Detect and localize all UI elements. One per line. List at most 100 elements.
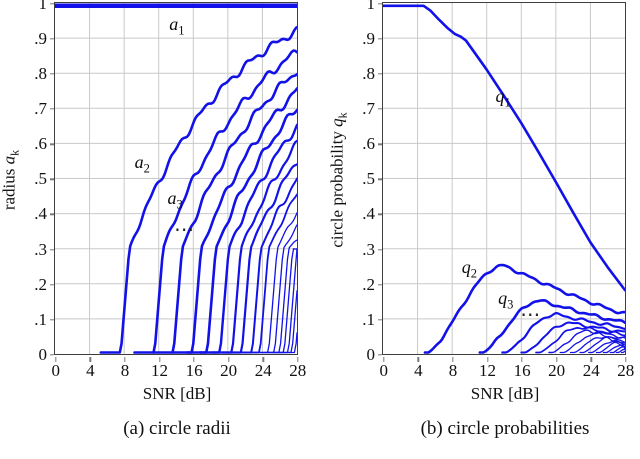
curve-a18 <box>274 332 297 354</box>
y-tick-label: .7 <box>34 99 47 119</box>
y-tick-label: .7 <box>362 99 375 119</box>
y-tick-mark <box>377 143 382 145</box>
curve-q16 <box>620 350 625 354</box>
x-tick-label: 12 <box>479 361 496 380</box>
curve-q15 <box>615 348 625 354</box>
y-axis-ticks-b: 1 .9 .8 .7 .6 .5 .4 .3 .2 .1 0 <box>349 0 382 364</box>
x-axis-ticks-b: 0 4 8 12 16 20 24 28 <box>380 357 634 384</box>
subplot-a: radius ak 1 .9 .8 .7 .6 .5 .4 .3 .2 .1 0 a1 a2 a3 ⋯ 0… <box>0 0 306 440</box>
y-tick-mark <box>377 318 382 321</box>
x-tick-mark <box>521 357 523 362</box>
x-tick-label: 28 <box>289 361 307 380</box>
curve-q8 <box>559 331 625 354</box>
curve-q5 <box>520 321 625 354</box>
y-tick-label: .5 <box>362 169 375 189</box>
y-tick-label: .8 <box>362 64 375 83</box>
y-tick-label: 1 <box>38 0 48 13</box>
x-tick-label: 16 <box>513 361 531 380</box>
curve-q6 <box>535 326 625 354</box>
x-tick-mark <box>55 357 57 362</box>
y-tick-mark <box>49 248 54 251</box>
x-tick-mark <box>555 357 558 362</box>
curve-q4 <box>501 312 625 354</box>
x-tick-label: 4 <box>86 361 95 380</box>
x-tick-label: 24 <box>582 361 600 380</box>
curve-q9 <box>569 336 625 354</box>
x-tick-mark <box>297 357 299 362</box>
y-tick-mark <box>49 178 54 180</box>
x-tick-label: 20 <box>220 361 238 380</box>
y-tick-label: .5 <box>34 169 47 189</box>
y-axis-title-sub: k <box>7 149 22 156</box>
x-tick-mark <box>625 357 627 362</box>
y-axis-ticks-a: 1 .9 .8 .7 .6 .5 .4 .3 .2 .1 0 <box>21 0 54 364</box>
x-tick-mark <box>193 357 195 362</box>
y-tick-mark <box>377 3 382 5</box>
curve-a5 <box>171 87 297 354</box>
x-tick-mark <box>452 357 454 362</box>
curve-a2 <box>99 25 297 354</box>
curve-a4 <box>152 72 297 354</box>
x-tick-mark <box>124 357 126 362</box>
x-axis-title-b: SNR [dB] <box>470 384 540 403</box>
y-tick-mark <box>49 73 54 75</box>
x-tick-mark <box>262 357 264 362</box>
curve-q11 <box>588 339 625 354</box>
curve-q2 <box>423 263 625 354</box>
plot-canvas-a <box>55 3 297 354</box>
y-tick-mark <box>49 318 54 321</box>
y-axis-title-cell-b: circle probability qk <box>327 2 349 357</box>
y-tick-label: .4 <box>362 204 375 224</box>
y-tick-mark <box>49 143 54 145</box>
y-tick-label: .1 <box>34 309 47 329</box>
y-tick-mark <box>49 354 54 356</box>
plot-canvas-b <box>383 3 625 354</box>
plot-area-b: q1 q2 q3 ⋯ <box>382 2 626 355</box>
subplot-b: circle probability qk 1 .9 .8 .7 .6 .5 .4 .3 .2.… <box>327 0 634 440</box>
y-tick-mark <box>49 108 54 110</box>
y-tick-mark <box>377 354 382 356</box>
x-tick-mark <box>383 357 385 362</box>
y-tick-mark <box>377 73 382 75</box>
y-tick-mark <box>377 213 382 216</box>
plot-area-a: a1 a2 a3 ⋯ <box>54 2 298 355</box>
y-tick-mark <box>49 283 54 286</box>
y-tick-mark <box>49 3 54 5</box>
x-tick-mark <box>89 357 92 362</box>
y-tick-label: 0 <box>38 344 48 364</box>
y-tick-mark <box>377 178 382 180</box>
x-tick-mark <box>417 357 420 362</box>
y-tick-label: .2 <box>362 274 375 294</box>
y-axis-title-a: radius ak <box>0 150 23 210</box>
x-tick-label: 8 <box>448 361 458 380</box>
figure-row: radius ak 1 .9 .8 .7 .6 .5 .4 .3 .2 .1 0 a1 a2 a3 ⋯ 0… <box>0 0 634 440</box>
y-axis-title-text: circle probability <box>327 131 347 248</box>
curve-q13 <box>602 344 625 354</box>
y-axis-title-var: a <box>0 155 19 165</box>
x-tick-mark <box>158 357 161 362</box>
y-tick-label: .1 <box>362 309 375 329</box>
x-tick-label: 8 <box>120 361 130 380</box>
y-tick-label: .4 <box>34 204 47 224</box>
x-tick-label: 0 <box>51 361 61 380</box>
x-tick-mark <box>227 357 230 362</box>
curve-q3 <box>478 299 625 354</box>
curve-q7 <box>548 329 625 354</box>
y-tick-label: 1 <box>366 0 376 13</box>
y-tick-mark <box>49 38 54 40</box>
caption-b: (b) circle probabilities <box>420 418 590 439</box>
y-tick-label: .8 <box>34 64 47 83</box>
curve-a3 <box>133 49 297 354</box>
caption-a: (a) circle radii <box>123 418 231 439</box>
y-axis-title-text: radius <box>0 168 19 211</box>
curve-q14 <box>609 346 625 354</box>
y-tick-label: .3 <box>34 239 47 259</box>
y-tick-mark <box>377 248 382 251</box>
x-tick-mark <box>486 357 489 362</box>
y-tick-label: .6 <box>362 134 375 154</box>
x-tick-label: 20 <box>548 361 566 380</box>
y-tick-label: .9 <box>34 28 47 48</box>
x-tick-mark <box>590 357 592 362</box>
x-tick-label: 16 <box>185 361 203 380</box>
